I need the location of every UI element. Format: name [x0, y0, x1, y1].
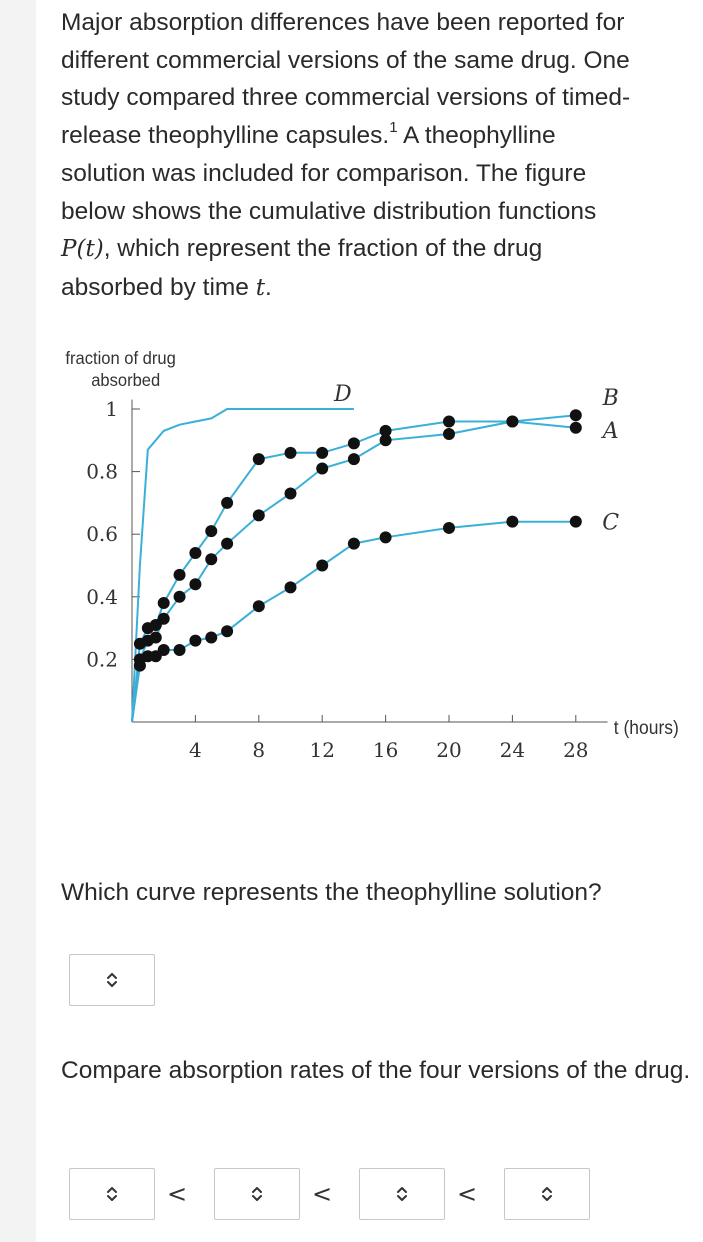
intro-line-6: below shows the cumulative distribution …: [61, 197, 597, 225]
y-tick-label: 0.6: [86, 522, 118, 546]
curve-label-d: D: [333, 382, 352, 407]
less-than-symbol-1: <: [167, 1180, 188, 1208]
data-point-a: [347, 453, 360, 466]
data-point-a: [252, 509, 265, 522]
data-point-c: [221, 625, 234, 638]
data-point-c: [189, 634, 202, 647]
intro-line-2: different commercial versions of the sam…: [61, 46, 630, 74]
data-point-b: [284, 446, 297, 459]
data-point-b: [157, 597, 170, 610]
footnote-marker: 1: [389, 118, 398, 136]
intro-line-8: absorbed by time t.: [61, 273, 272, 301]
data-point-b: [189, 546, 202, 559]
x-tick-label: 8: [252, 738, 265, 762]
curve-label-c: C: [602, 511, 619, 536]
data-point-c: [252, 600, 265, 613]
question-1-text: Which curve represents the theophylline …: [61, 879, 602, 906]
data-point-c: [157, 644, 170, 657]
curve-select[interactable]: [69, 954, 155, 1006]
y-axis-label-line1: fraction of drug: [65, 347, 175, 368]
rank-select-4[interactable]: [504, 1168, 590, 1220]
data-point-b: [221, 496, 234, 509]
data-point-c: [133, 659, 146, 672]
intro-line-3: study compared three commercial versions…: [61, 84, 631, 112]
up-down-chevron-icon: [397, 1187, 407, 1201]
problem-statement: Major absorption differences have been r…: [61, 4, 691, 308]
data-point-c: [284, 581, 297, 594]
y-tick-label: 0.8: [86, 460, 118, 484]
x-tick-label: 12: [309, 738, 334, 762]
rank-select-1[interactable]: [69, 1168, 155, 1220]
absorption-chart: fraction of drug absorbed 0.2 0.4 0.6 0.8 1 4…: [65, 347, 679, 762]
y-tick-label: 0.2: [86, 647, 118, 671]
data-point-a: [157, 612, 170, 625]
curve-label-b: B: [602, 386, 619, 411]
data-point-a: [443, 428, 455, 441]
data-point-c: [443, 521, 455, 534]
up-down-chevron-icon: [542, 1187, 552, 1201]
data-point-b: [205, 525, 218, 538]
question-2-text: Compare absorption rates of the four ver…: [61, 1057, 691, 1084]
intro-line-1: Major absorption differences have been r…: [61, 9, 625, 36]
up-down-chevron-icon: [107, 1187, 117, 1201]
y-tick-label: 1: [105, 397, 118, 421]
x-tick-label: 20: [436, 738, 461, 762]
data-point-a: [205, 553, 218, 566]
x-axis-label: t (hours): [614, 716, 679, 738]
data-point-b: [347, 437, 360, 450]
less-than-symbol-3: <: [457, 1180, 478, 1208]
less-than-symbol-2: <: [312, 1180, 333, 1208]
y-axis-label-line2: absorbed: [91, 369, 160, 390]
data-point-b: [569, 409, 582, 422]
chart-data-points: [133, 409, 582, 672]
intro-line-7: P(t), which represent the fraction of th…: [61, 235, 543, 263]
up-down-chevron-icon: [252, 1187, 262, 1201]
data-point-a: [173, 590, 186, 603]
y-tick-label: 0.4: [86, 585, 118, 609]
x-tick-label: 28: [563, 738, 588, 762]
data-point-a: [379, 434, 392, 447]
question-page: Major absorption differences have been r…: [36, 0, 703, 1242]
data-point-a: [506, 415, 519, 428]
chart-curve-labels: D BA C: [333, 382, 619, 536]
data-point-b: [443, 415, 455, 428]
data-point-b: [173, 568, 186, 581]
rank-select-3[interactable]: [359, 1168, 445, 1220]
intro-line-4: release theophylline capsules.1 A theoph…: [61, 118, 556, 150]
data-point-a: [316, 462, 329, 475]
data-point-b: [316, 446, 329, 459]
data-point-c: [316, 559, 329, 572]
math-t-paren: (t): [76, 236, 104, 263]
curve-label-a: A: [601, 419, 619, 444]
math-P: P: [61, 236, 77, 263]
data-point-c: [173, 644, 186, 657]
data-point-c: [205, 631, 218, 644]
data-point-b: [252, 453, 265, 466]
data-point-a: [149, 631, 162, 644]
x-tick-label: 24: [500, 738, 525, 762]
intro-line-5: solution was included for comparison. Th…: [61, 159, 587, 187]
data-point-c: [347, 537, 360, 550]
rank-select-2[interactable]: [214, 1168, 300, 1220]
series-line-a: [131, 420, 576, 723]
data-point-a: [569, 421, 582, 434]
up-down-chevron-icon: [107, 973, 117, 987]
data-point-a: [221, 537, 234, 550]
data-point-b: [379, 424, 392, 437]
data-point-a: [284, 487, 297, 500]
data-point-c: [506, 515, 519, 528]
x-tick-label: 16: [373, 738, 398, 762]
chart-axes: 0.2 0.4 0.6 0.8 1 4 8 12 16 20 24 28: [86, 397, 608, 762]
data-point-c: [569, 515, 582, 528]
math-t: t: [255, 274, 265, 301]
x-tick-label: 4: [189, 738, 202, 762]
data-point-c: [379, 531, 392, 544]
series-line-d: [131, 408, 354, 723]
data-point-a: [189, 578, 202, 591]
